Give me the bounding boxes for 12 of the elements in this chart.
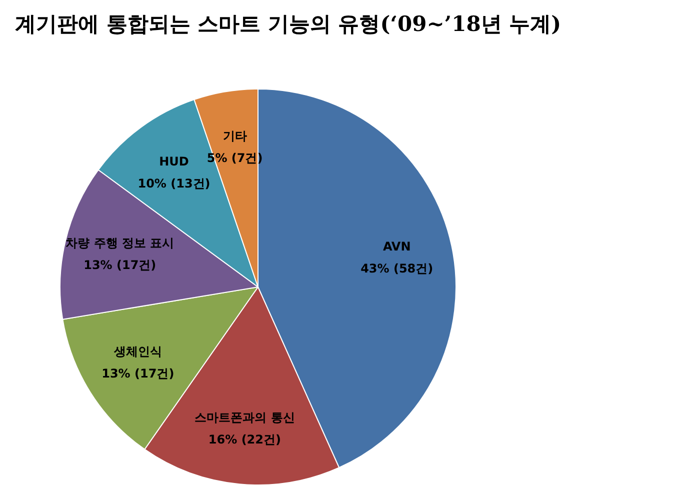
data-label: 43% (58건) (360, 261, 434, 276)
slice-label: 스마트폰과의 통신 (194, 410, 295, 424)
data-label: 13% (17건) (84, 258, 156, 272)
slice-label: AVN (382, 239, 411, 254)
data-label: 16% (22건) (208, 432, 281, 446)
slice-label: 기타 (222, 128, 247, 143)
chart-title: 계기판에 통합되는 스마트 기능의 유형(‘09~’18년 누계) (15, 11, 562, 36)
data-label: 13% (17건) (102, 366, 174, 381)
slice-label: HUD (159, 154, 189, 169)
slice-label: 차량 주행 정보 표시 (66, 236, 174, 250)
data-label: 10% (13건) (138, 176, 210, 191)
slice-label: 생체인식 (112, 344, 162, 359)
